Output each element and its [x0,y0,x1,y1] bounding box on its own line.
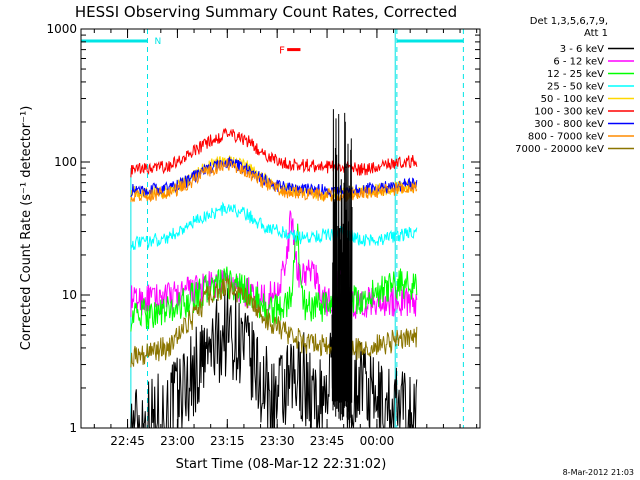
legend-label: 100 - 300 keV [534,107,604,118]
series-line [130,210,418,319]
legend-label: 7000 - 20000 keV [515,144,604,155]
legend: Det 1,3,5,6,7,9,Att 1 3 - 6 keV 6 - 12 keV… [515,16,634,155]
series-burst [331,109,353,423]
x-tick-label: 23:15 [210,434,245,448]
y-tick-label: 10 [62,288,77,302]
x-axis-label: Start Time (08-Mar-12 22:31:02) [176,457,387,472]
x-tick-label: 22:45 [110,434,145,448]
series-line [130,276,418,368]
legend-header: Att 1 [584,28,608,39]
series-line [130,201,418,252]
plot-frame [80,28,481,429]
footer-timestamp: 8-Mar-2012 21:03 [563,468,634,477]
legend-label: 12 - 25 keV [547,69,604,80]
series-layer: F [130,46,418,429]
legend-label: 3 - 6 keV [560,44,604,55]
night-label: N [155,37,162,47]
axes: 1 10 100 1000 22:45 23:00 23:15 23:30 23:45 00:00 [46,22,481,448]
legend-label: 25 - 50 keV [547,82,604,93]
y-tick-label: 1000 [46,22,77,36]
legend-label: 300 - 800 keV [534,119,604,130]
legend-header: Det 1,3,5,6,7,9, [530,16,608,27]
series-line [130,127,418,178]
legend-label: 800 - 7000 keV [528,132,604,143]
series-line [130,238,418,429]
y-tick-label: 100 [54,155,77,169]
flare-marker-label: F [279,46,285,57]
series-line [130,158,418,203]
chart-title: HESSI Observing Summary Count Rates, Cor… [75,3,457,21]
y-axis-label: Corrected Count Rate (s⁻¹ detector⁻¹) [19,106,34,351]
series-line [130,156,418,199]
x-tick-label: 23:30 [260,434,295,448]
legend-label: 6 - 12 keV [553,57,604,68]
x-tick-label: 23:00 [160,434,195,448]
x-tick-label: 23:45 [310,434,345,448]
x-tick-label: 00:00 [360,434,395,448]
legend-label: 50 - 100 keV [541,94,605,105]
y-tick-label: 1 [69,421,77,435]
